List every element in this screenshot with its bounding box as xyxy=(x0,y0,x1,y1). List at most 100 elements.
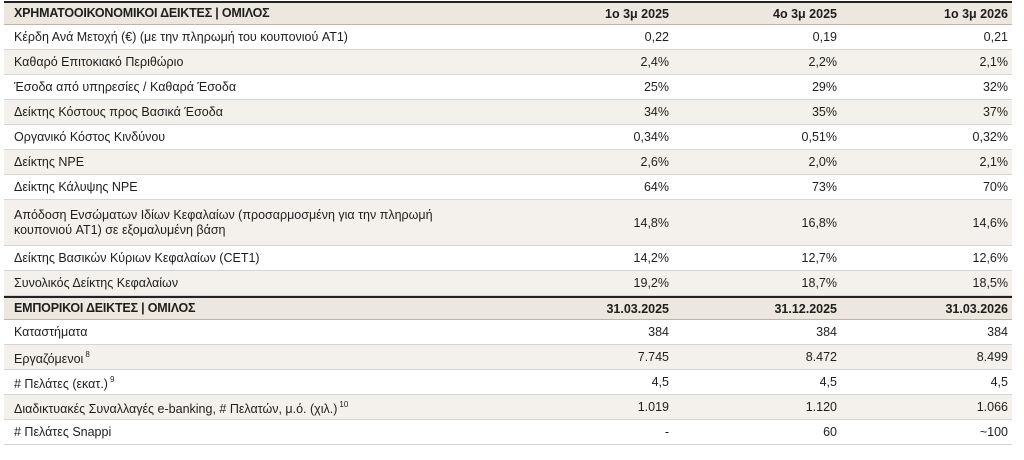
commercial-rows: Καταστήματα 384 384 384 Εργαζόμενοι 8 7.745 8.4… xyxy=(4,320,1012,445)
value-cell: 0,32% xyxy=(972,130,1008,144)
table-row: Διαδικτυακές Συναλλαγές e-banking, # Πελ… xyxy=(4,395,1012,420)
row-label: Έσοδα από υπηρεσίες / Καθαρά Έσοδα xyxy=(4,80,475,95)
value-cell: 2,1% xyxy=(979,55,1009,69)
financial-section-title: ΧΡΗΜΑΤΟΟΙΚΟΝΟΜΙΚΟΙ ΔΕΙΚΤΕΣ | ΟΜΙΛΟΣ xyxy=(14,6,270,20)
value-cell: 60 xyxy=(823,425,837,439)
row-label: Δείκτης NPE xyxy=(4,155,475,170)
table-row: Κέρδη Ανά Μετοχή (€) (με την πληρωμή του… xyxy=(4,25,1012,50)
row-label-text: Εργαζόμενοι xyxy=(14,352,84,366)
value-cell: 2,6% xyxy=(640,155,670,169)
column-header: 31.03.2026 xyxy=(945,301,1008,316)
row-label: Συνολικός Δείκτης Κεφαλαίων xyxy=(4,276,475,291)
table-row: # Πελάτες (εκατ.) 9 4,5 4,5 4,5 xyxy=(4,370,1012,395)
value-cell: 384 xyxy=(648,325,669,339)
value-cell: 4,5 xyxy=(819,375,837,389)
column-header: 4ο 3μ 2025 xyxy=(773,6,837,21)
row-label-text: Απόδοση Ενσώματων Ιδίων Κεφαλαίων (προσα… xyxy=(14,207,433,237)
value-cell: 70% xyxy=(982,180,1008,194)
financial-rows: Κέρδη Ανά Μετοχή (€) (με την πληρωμή του… xyxy=(4,25,1012,296)
row-label: Δείκτης Κάλυψης NPE xyxy=(4,180,475,195)
row-label: Δείκτης Κόστους προς Βασικά Έσοδα xyxy=(4,105,475,120)
value-cell: 0,22 xyxy=(644,30,669,44)
footnote-marker: 8 xyxy=(85,350,90,359)
value-cell: 2,0% xyxy=(808,155,838,169)
indicators-table: ΧΡΗΜΑΤΟΟΙΚΟΝΟΜΙΚΟΙ ΔΕΙΚΤΕΣ | ΟΜΙΛΟΣ 1ο 3… xyxy=(4,1,1012,445)
table-row: Έσοδα από υπηρεσίες / Καθαρά Έσοδα 25% 29%… xyxy=(4,75,1012,100)
value-cell: 4,5 xyxy=(990,375,1008,389)
row-label-text: Διαδικτυακές Συναλλαγές e-banking, # Πελ… xyxy=(14,402,338,416)
value-cell: 14,8% xyxy=(633,215,669,230)
table-row: Απόδοση Ενσώματων Ιδίων Κεφαλαίων (προσα… xyxy=(4,200,1012,246)
value-cell: 16,8% xyxy=(801,215,837,230)
value-cell: 19,2% xyxy=(633,276,669,290)
value-cell: 2,2% xyxy=(808,55,838,69)
column-header: 1ο 3μ 2026 xyxy=(944,6,1008,21)
table-row: Δείκτης Κάλυψης NPE 64% 73% 70% xyxy=(4,175,1012,200)
table-row: Καταστήματα 384 384 384 xyxy=(4,320,1012,345)
column-header: 31.12.2025 xyxy=(774,301,837,316)
row-label-text: Καταστήματα xyxy=(14,324,88,339)
value-cell: 32% xyxy=(982,80,1008,94)
table-row: Οργανικό Κόστος Κινδύνου 0,34% 0,51% 0,32% xyxy=(4,125,1012,150)
row-label: Καταστήματα xyxy=(4,325,475,340)
table-row: Συνολικός Δείκτης Κεφαλαίων 19,2% 18,7% 18,… xyxy=(4,271,1012,296)
value-cell: 2,1% xyxy=(979,155,1009,169)
value-cell: 34% xyxy=(643,105,669,119)
footnote-marker: 10 xyxy=(339,400,349,409)
row-label-text: Δείκτης Κόστους προς Βασικά Έσοδα xyxy=(14,104,223,119)
row-label-text: Δείκτης Βασικών Κύριων Κεφαλαίων (CET1) xyxy=(14,250,260,265)
value-cell: 2,4% xyxy=(640,55,670,69)
row-label-text: Καθαρό Επιτοκιακό Περιθώριο xyxy=(14,54,184,69)
value-cell: 0,34% xyxy=(633,130,669,144)
row-label: Εργαζόμενοι 8 xyxy=(4,347,475,367)
row-label: Κέρδη Ανά Μετοχή (€) (με την πληρωμή του… xyxy=(4,30,475,45)
value-cell: 1.019 xyxy=(637,400,669,414)
value-cell: 37% xyxy=(982,105,1008,119)
table-row: Καθαρό Επιτοκιακό Περιθώριο 2,4% 2,2% 2,1% xyxy=(4,50,1012,75)
value-cell: 12,7% xyxy=(801,251,837,265)
table-row: Δείκτης NPE 2,6% 2,0% 2,1% xyxy=(4,150,1012,175)
row-label-text: # Πελάτες (εκατ.) xyxy=(14,377,108,391)
value-cell: 18,7% xyxy=(801,276,837,290)
value-cell: 73% xyxy=(811,180,837,194)
value-cell: 64% xyxy=(643,180,669,194)
row-label: Καθαρό Επιτοκιακό Περιθώριο xyxy=(4,55,475,70)
table-row: Δείκτης Κόστους προς Βασικά Έσοδα 34% 35% 3… xyxy=(4,100,1012,125)
value-cell: 12,6% xyxy=(972,251,1008,265)
value-cell: 35% xyxy=(811,105,837,119)
value-cell: 4,5 xyxy=(651,375,669,389)
value-cell: 384 xyxy=(987,325,1008,339)
value-cell: 0,21 xyxy=(983,30,1008,44)
row-label: # Πελάτες (εκατ.) 9 xyxy=(4,372,475,392)
value-cell: - xyxy=(664,425,669,439)
value-cell: 1.066 xyxy=(976,400,1008,414)
row-label-text: Έσοδα από υπηρεσίες / Καθαρά Έσοδα xyxy=(14,79,237,94)
value-cell: 29% xyxy=(811,80,837,94)
financial-header-row: ΧΡΗΜΑΤΟΟΙΚΟΝΟΜΙΚΟΙ ΔΕΙΚΤΕΣ | ΟΜΙΛΟΣ 1ο 3… xyxy=(4,1,1012,25)
value-cell: 8.472 xyxy=(805,350,837,364)
row-label-text: Συνολικός Δείκτης Κεφαλαίων xyxy=(14,275,179,290)
value-cell: 14,2% xyxy=(633,251,669,265)
value-cell: 25% xyxy=(643,80,669,94)
commercial-header-row: ΕΜΠΟΡΙΚΟΙ ΔΕΙΚΤΕΣ | ΟΜΙΛΟΣ 31.03.2025 31… xyxy=(4,296,1012,320)
value-cell: 14,6% xyxy=(972,215,1008,230)
row-label-text: Κέρδη Ανά Μετοχή (€) (με την πληρωμή του… xyxy=(14,29,348,44)
row-label: # Πελάτες Snappi xyxy=(4,425,475,440)
row-label-text: Δείκτης Κάλυψης NPE xyxy=(14,179,138,194)
value-cell: 0,51% xyxy=(801,130,837,144)
row-label: Δείκτης Βασικών Κύριων Κεφαλαίων (CET1) xyxy=(4,251,475,266)
table-row: # Πελάτες Snappi - 60 ~100 xyxy=(4,420,1012,445)
value-cell: 18,5% xyxy=(972,276,1008,290)
row-label: Διαδικτυακές Συναλλαγές e-banking, # Πελ… xyxy=(4,397,475,417)
column-header: 31.03.2025 xyxy=(606,301,669,316)
value-cell: 0,19 xyxy=(812,30,837,44)
row-label: Απόδοση Ενσώματων Ιδίων Κεφαλαίων (προσα… xyxy=(4,208,475,238)
commercial-section-title: ΕΜΠΟΡΙΚΟΙ ΔΕΙΚΤΕΣ | ΟΜΙΛΟΣ xyxy=(14,301,196,315)
footnote-marker: 9 xyxy=(109,375,115,384)
value-cell: 7.745 xyxy=(637,350,669,364)
row-label-text: Οργανικό Κόστος Κινδύνου xyxy=(14,129,166,144)
value-cell: ~100 xyxy=(979,425,1008,439)
value-cell: 8.499 xyxy=(976,350,1008,364)
column-header: 1ο 3μ 2025 xyxy=(605,6,669,21)
row-label-text: Δείκτης NPE xyxy=(14,154,85,169)
